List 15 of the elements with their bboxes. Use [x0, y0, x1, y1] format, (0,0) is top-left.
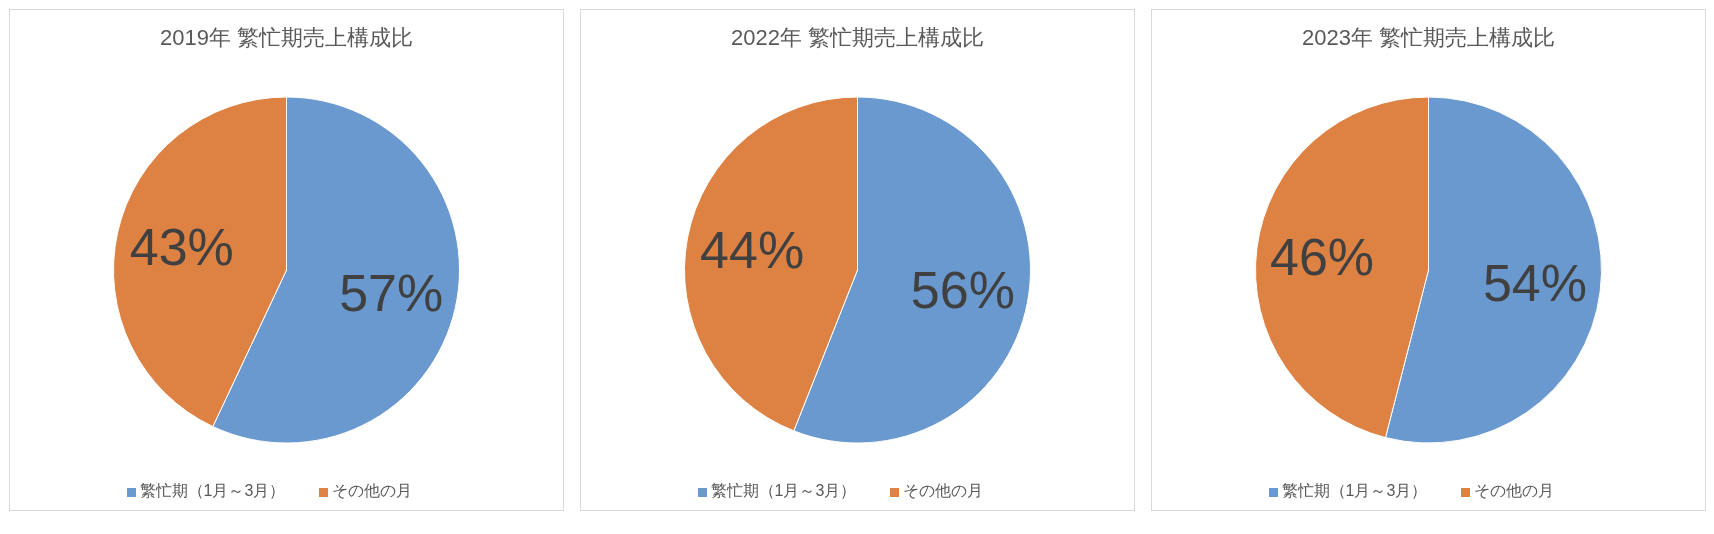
legend-label: その他の月: [1474, 482, 1555, 499]
data-label: 54%: [1482, 254, 1587, 313]
legend-label: 繁忙期（1月～3月）: [139, 482, 286, 499]
chart-title: 2023年 繁忙期売上構成比: [1300, 24, 1557, 52]
legend-label: 繁忙期（1月～3月）: [710, 482, 857, 499]
legend-label: 繁忙期（1月～3月）: [1281, 482, 1428, 499]
data-label: 44%: [700, 220, 805, 279]
data-label: 56%: [910, 261, 1015, 320]
legend-label: その他の月: [332, 482, 413, 499]
data-label: 43%: [129, 217, 234, 276]
chart-title: 2022年 繁忙期売上構成比: [729, 24, 986, 52]
data-label: 57%: [339, 264, 444, 323]
chart-title: 2019年 繁忙期売上構成比: [158, 24, 415, 52]
legend-label: その他の月: [903, 482, 984, 499]
data-label: 46%: [1270, 227, 1375, 286]
